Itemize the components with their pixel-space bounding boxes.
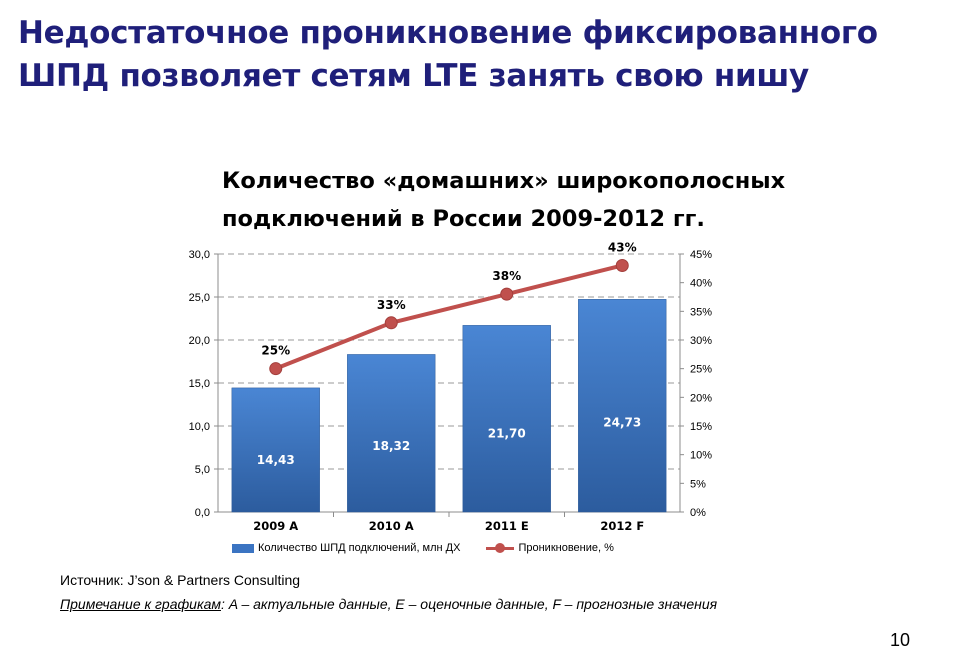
y-right-tick-label: 5% — [690, 478, 706, 490]
source-text: Источник: J’son & Partners Consulting — [60, 572, 301, 588]
slide-title: Недостаточное проникновение фиксированно… — [18, 12, 948, 98]
y-left-tick-label: 15,0 — [189, 378, 210, 390]
y-right-tick-label: 10% — [690, 450, 712, 462]
page-number: 10 — [890, 630, 911, 650]
category-label: 2010 A — [369, 519, 414, 533]
broadband-chart: 0,0 5,0 10,0 15,0 20,0 25,0 30,0 0% 5% 10% 15% 20% 2… — [189, 240, 713, 533]
category-label: 2011 E — [485, 519, 529, 533]
bar-value-label: 21,70 — [488, 427, 526, 441]
y-right-tick-label: 20% — [690, 392, 712, 404]
legend-bars-label: Количество ШПД подключений, млн ДХ — [258, 542, 461, 554]
bar — [578, 299, 667, 513]
y-left-tick-label: 25,0 — [189, 292, 210, 304]
y-right-tick-label: 40% — [690, 278, 712, 290]
slide-title-line-2: ШПД позволяет сетям LTE занять свою нишу — [18, 58, 809, 94]
legend-bar-swatch — [232, 543, 254, 553]
bar — [231, 387, 320, 513]
category-label: 2009 A — [253, 519, 298, 533]
legend-line-label: Проникновение, % — [518, 542, 614, 554]
line-point — [269, 362, 283, 376]
y-right-tick-label: 30% — [690, 335, 712, 347]
line-value-label: 38% — [492, 269, 521, 283]
y-left-tick-label: 10,0 — [189, 421, 210, 433]
line-value-label: 25% — [261, 344, 290, 358]
category-label: 2012 F — [600, 519, 644, 533]
bar-value-label: 18,32 — [372, 439, 410, 453]
y-right-tick-label: 0% — [690, 507, 706, 519]
y-right-tick-label: 15% — [690, 421, 712, 433]
note-label: Примечание к графикам — [60, 596, 221, 612]
chart-legend: Количество ШПД подключений, млн ДХ Прони… — [232, 541, 640, 555]
y-left-tick-label: 30,0 — [189, 249, 210, 261]
line-value-label: 33% — [377, 298, 406, 312]
chart-title: Количество «домашних» широкополосных под… — [222, 162, 862, 238]
slide-title-line-1: Недостаточное проникновение фиксированно… — [18, 15, 878, 51]
bar — [462, 325, 551, 513]
bar-value-label: 24,73 — [603, 416, 641, 430]
line-value-label: 43% — [608, 240, 637, 254]
y-left-tick-label: 20,0 — [189, 335, 210, 347]
bar-value-label: 14,43 — [257, 453, 295, 467]
note-body: : A – актуальные данные, E – оценочные д… — [220, 596, 718, 612]
y-right-tick-label: 35% — [690, 306, 712, 318]
y-left-tick-label: 0,0 — [195, 507, 210, 519]
chart-title-line-1: Количество «домашних» широкополосных — [222, 168, 786, 194]
penetration-line — [275, 263, 623, 371]
y-left-tick-label: 5,0 — [195, 464, 210, 476]
legend-line-swatch — [486, 543, 515, 553]
chart-title-line-2: подключений в России 2009-2012 гг. — [222, 206, 705, 232]
line-point — [384, 316, 398, 330]
legend-item-line: Проникновение, % — [486, 542, 614, 554]
bar — [347, 354, 436, 513]
line-point — [500, 287, 514, 301]
note-text: Примечание к графикам: A – актуальные да… — [60, 596, 717, 612]
line-point — [615, 258, 629, 272]
y-right-tick-label: 45% — [690, 249, 712, 261]
legend-item-bars: Количество ШПД подключений, млн ДХ — [232, 542, 460, 554]
y-right-tick-label: 25% — [690, 364, 712, 376]
